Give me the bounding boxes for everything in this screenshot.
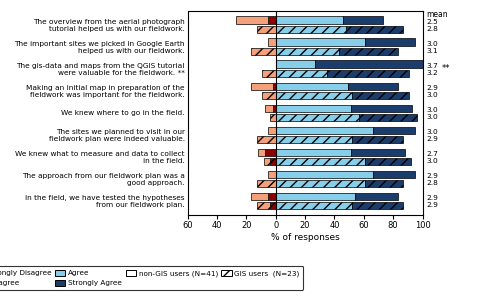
Bar (276, 39, 365, 46)
Bar (268, 126, 276, 134)
Bar (343, 17, 383, 24)
Text: mean: mean (426, 10, 448, 19)
Bar (276, 48, 339, 55)
Bar (272, 104, 276, 112)
Bar (360, 113, 416, 121)
Bar (348, 82, 398, 90)
Bar (346, 26, 404, 33)
Bar (258, 148, 266, 156)
Bar (365, 39, 415, 46)
Bar (372, 126, 415, 134)
Bar (270, 113, 276, 121)
Bar (276, 157, 365, 165)
Bar (355, 193, 398, 200)
Bar (276, 180, 365, 187)
Bar (250, 48, 276, 55)
Bar (262, 92, 276, 99)
Bar (262, 70, 276, 77)
Bar (272, 82, 276, 90)
Bar (276, 113, 359, 121)
Bar (372, 171, 415, 178)
Bar (276, 92, 352, 99)
Bar (350, 104, 412, 112)
Bar (276, 126, 372, 134)
Bar (276, 82, 347, 90)
Bar (339, 48, 398, 55)
Bar (350, 148, 405, 156)
Bar (276, 171, 372, 178)
Text: **: ** (442, 64, 450, 73)
Bar (256, 135, 276, 143)
Bar (352, 135, 404, 143)
Bar (268, 39, 276, 46)
Bar (266, 148, 276, 156)
Bar (264, 157, 270, 165)
Bar (352, 92, 410, 99)
Bar (276, 70, 327, 77)
Bar (316, 61, 422, 68)
Bar (276, 104, 350, 112)
Bar (276, 61, 316, 68)
Bar (256, 202, 270, 209)
Bar (270, 202, 276, 209)
Bar (250, 193, 268, 200)
X-axis label: % of responses: % of responses (270, 233, 340, 241)
Bar (236, 17, 268, 24)
Bar (276, 135, 352, 143)
Bar (365, 157, 411, 165)
Bar (327, 70, 409, 77)
Bar (276, 193, 355, 200)
Bar (276, 17, 343, 24)
Bar (268, 193, 276, 200)
Bar (276, 202, 352, 209)
Bar (268, 17, 276, 24)
Bar (256, 180, 276, 187)
Bar (276, 148, 350, 156)
Bar (256, 26, 276, 33)
Bar (270, 157, 276, 165)
Bar (266, 104, 272, 112)
Bar (276, 26, 346, 33)
Bar (365, 180, 404, 187)
Legend: Strongly Disagree, Disagree, Agree, Strongly Agree, non-GIS users (N=41), GIS us: Strongly Disagree, Disagree, Agree, Stro… (0, 266, 304, 290)
Bar (268, 171, 276, 178)
Bar (352, 202, 404, 209)
Bar (250, 82, 272, 90)
